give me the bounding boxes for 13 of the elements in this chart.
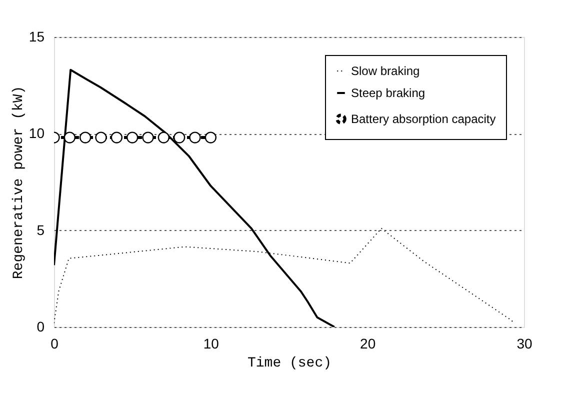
x-tick-label: 0: [50, 336, 59, 352]
y-tick-label: 0: [36, 318, 45, 334]
y-tick-label: 5: [36, 222, 45, 238]
x-tick-label: 30: [516, 336, 532, 352]
x-tick-label: 20: [360, 336, 376, 352]
x-tick-label: 10: [203, 336, 220, 352]
x-axis-title: Time (sec): [247, 356, 332, 372]
legend-label: Battery absorption capacity: [351, 112, 496, 126]
y-tick-label: 10: [28, 125, 45, 142]
legend-label: Steep braking: [351, 86, 426, 100]
y-axis-title: Regenerative power (kW): [10, 86, 27, 280]
legend-label: Slow braking: [351, 64, 420, 78]
y-tick-label: 15: [28, 28, 45, 44]
